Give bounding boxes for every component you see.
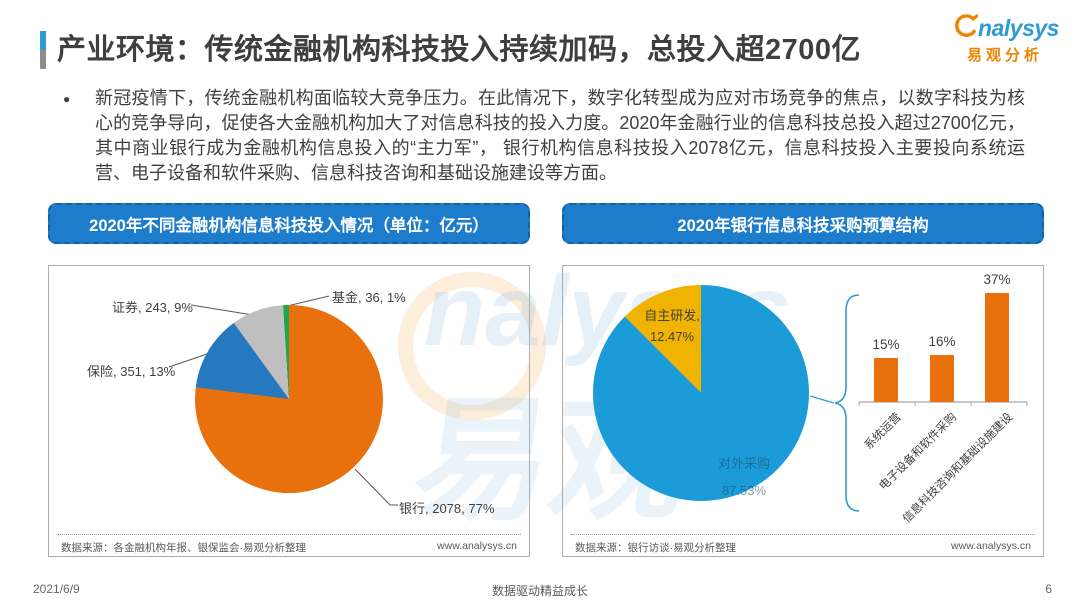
pie-label-outsourced: 对外采购 87.53%: [694, 450, 794, 504]
bar-consulting-infrastructure: [985, 293, 1009, 402]
pie-label-insurance: 保险, 351, 13%: [87, 364, 176, 379]
right-website: www.analysys.cn: [951, 540, 1031, 552]
right-data-source: 数据来源：银行访谈·易观分析整理: [575, 542, 736, 554]
right-pie: [593, 285, 809, 501]
summary-paragraph: 新冠疫情下，传统金融机构面临较大竞争压力。在此情况下，数字化转型成为应对市场竞争…: [95, 88, 1025, 183]
left-pie: [195, 305, 383, 493]
footer-slogan: 数据驱动精益成长: [491, 584, 588, 598]
bar-value-1: 16%: [928, 334, 956, 349]
bar-system-operation: [874, 358, 898, 402]
footer-page-number: 6: [1045, 582, 1052, 596]
title-accent-bar: [40, 31, 46, 69]
logo-brand-text: nalysys: [978, 14, 1059, 41]
right-chart-panel: 自主研发, 12.47% 对外采购 87.53% 15% 16% 37% 系统运…: [562, 265, 1044, 557]
bar-value-0: 15%: [872, 337, 900, 352]
logo-brand-cn: 易观分析: [966, 47, 1043, 64]
left-chart-panel: 基金, 36, 1% 证券, 243, 9% 保险, 351, 13% 银行, …: [48, 265, 530, 557]
left-source-divider: [57, 534, 521, 535]
pie-label-outsourced-pct: 87.53%: [721, 483, 767, 498]
left-chart-title: 2020年不同金融机构信息科技投入情况（单位：亿元）: [48, 203, 530, 244]
pie-label-inhouse: 自主研发, 12.47%: [622, 305, 722, 347]
title-accent-bar-top: [40, 31, 46, 50]
bar-equipment-software: [930, 355, 954, 402]
pie-label-securities: 证券, 243, 9%: [112, 300, 193, 315]
left-website: www.analysys.cn: [437, 540, 517, 552]
analysys-logo: nalysys 易观分析: [946, 12, 1064, 65]
footer-date: 2021/6/9: [33, 582, 80, 596]
pie-label-outsourced-name: 对外采购: [717, 456, 770, 471]
bar-value-2: 37%: [983, 272, 1011, 287]
left-data-source: 数据来源：各金融机构年报、银保监会·易观分析整理: [61, 542, 306, 554]
analysys-a-swirl-icon: [951, 12, 979, 44]
title-accent-bar-bottom: [40, 50, 46, 69]
pie-label-inhouse-name: 自主研发,: [644, 308, 700, 323]
right-chart-title: 2020年银行信息科技采购预算结构: [562, 203, 1044, 244]
right-chart-decorations: [809, 294, 1028, 512]
pie-label-bank: 银行, 2078, 77%: [399, 501, 495, 516]
pie-label-fund: 基金, 36, 1%: [332, 290, 406, 305]
pie-label-inhouse-pct: 12.47%: [649, 329, 695, 344]
right-source-divider: [571, 534, 1035, 535]
page-title: 产业环境：传统金融机构科技投入持续加码，总投入超2700亿: [57, 34, 862, 66]
left-leader-lines: [168, 295, 398, 506]
bullet-icon: ●: [63, 92, 71, 106]
